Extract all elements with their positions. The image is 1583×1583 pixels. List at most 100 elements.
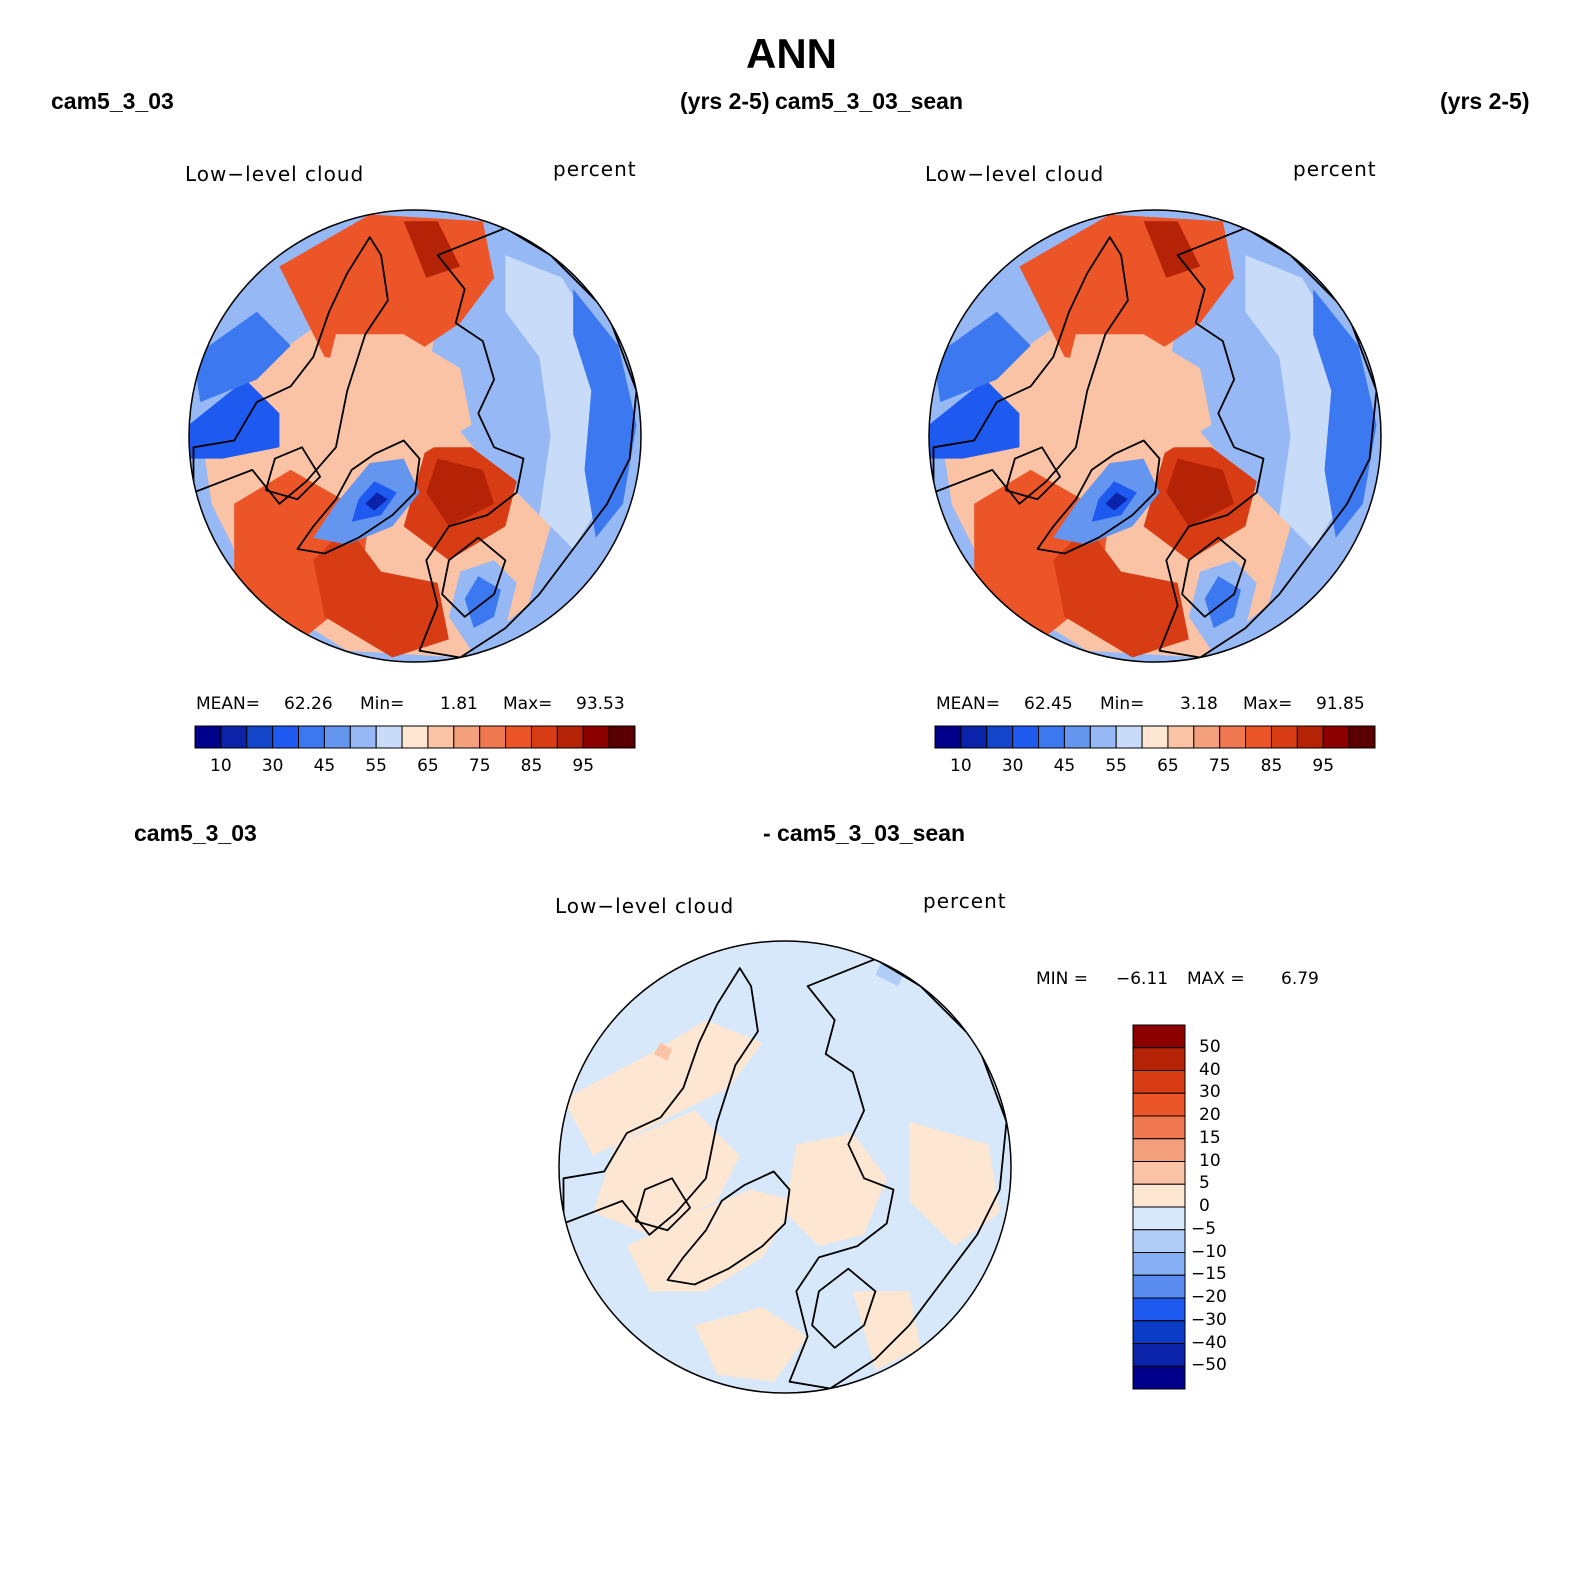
panel3-colorbar-tick-label: 10 — [1199, 1150, 1221, 1171]
panel3-colorbar-swatch-5 — [1132, 1138, 1186, 1162]
panel2-map-coastline-3 — [1004, 446, 1061, 501]
panel1-colorbar-swatch-13 — [530, 725, 558, 749]
panel3-colorbar-swatch-2 — [1132, 1070, 1186, 1094]
panel1-colorbar-tick-label: 95 — [572, 756, 595, 776]
panel2-colorbar-swatch-7 — [1115, 725, 1143, 749]
panel1-min-label: Min= — [360, 694, 405, 714]
bottom-left-case-label: cam5_3_03 — [134, 820, 257, 846]
panel2-colorbar-tick-label: 65 — [1157, 756, 1179, 776]
panel1-colorbar-swatch-3 — [272, 725, 300, 749]
panel1-colorbar-swatch-16 — [608, 725, 636, 749]
panel3-colorbar-tick-label: −50 — [1191, 1355, 1227, 1376]
panel1-colorbar-tick-label: 10 — [210, 756, 232, 776]
panel1-colorbar-swatch-1 — [220, 725, 248, 749]
panel2-min-label: Min= — [1100, 694, 1145, 714]
panel3-title: Low−level cloud — [555, 894, 735, 918]
panel1-colorbar-swatch-0 — [194, 725, 222, 749]
panel3-map-coastline-1 — [562, 967, 759, 1236]
panel3-map-border — [558, 940, 1012, 1394]
panel3-colorbar-tick-label: 50 — [1199, 1036, 1221, 1057]
panel1-map-group — [188, 209, 642, 663]
panel3-colorbar-tick-label: −30 — [1191, 1309, 1227, 1330]
panel2-map-field-11 — [1105, 492, 1128, 511]
panel3-colorbar-tick-label: −20 — [1191, 1287, 1227, 1307]
panel3-colorbar-swatch-0 — [1132, 1024, 1186, 1049]
panel1-title: Low−level cloud — [185, 162, 365, 186]
panel2-map-field-5 — [1053, 526, 1189, 658]
panel3-min-label: MIN = — [1036, 969, 1089, 989]
panel2-colorbar-tick-label: 45 — [1053, 756, 1076, 776]
panel2-colorbar-swatch-13 — [1270, 725, 1298, 749]
panel3-colorbar-tick-label: −5 — [1191, 1218, 1217, 1239]
panel1-map-border — [188, 209, 642, 663]
panel2-colorbar-tick-label: 55 — [1105, 756, 1127, 776]
panel2-colorbar-swatch-14 — [1296, 725, 1324, 749]
top-left-case-label: cam5_3_03 — [51, 88, 174, 114]
figure-title: ANN — [746, 30, 837, 77]
panel2-map-coastline-0 — [1036, 439, 1161, 555]
panel3-colorbar-swatch-10 — [1132, 1252, 1186, 1276]
panel3-map-field-9 — [653, 1042, 672, 1061]
panel3-colorbar-tick-label: −40 — [1191, 1332, 1227, 1353]
panel1-colorbar-tick-label: 30 — [261, 756, 284, 776]
panel1-colorbar-swatch-15 — [582, 725, 610, 749]
panel2-colorbar-swatch-0 — [934, 725, 962, 749]
panel1-max-label: Max= — [503, 694, 553, 714]
panel1-colorbar-tick-label: 85 — [520, 756, 543, 776]
panel1-colorbar-swatch-12 — [505, 725, 532, 749]
panel2-min-value: 3.18 — [1180, 694, 1218, 714]
panel2-colorbar-swatch-9 — [1167, 725, 1195, 749]
panel1-colorbar-swatch-14 — [556, 725, 584, 749]
panel3-colorbar-swatch-12 — [1132, 1297, 1186, 1322]
panel2-mean-value: 62.45 — [1024, 694, 1073, 714]
panel1-mean-label: MEAN= — [196, 694, 260, 714]
panel1-units: percent — [553, 157, 637, 181]
panel3-max-label: MAX = — [1187, 969, 1245, 989]
panel3-map-field-1 — [563, 1020, 763, 1156]
panel3-colorbar-tick-label: 40 — [1199, 1059, 1221, 1080]
panel1-map-field-5 — [313, 526, 449, 658]
panel1-mean-value: 62.26 — [284, 694, 333, 714]
panel1-map-field-7 — [426, 458, 495, 527]
panel2-colorbar-tick-label: 95 — [1312, 756, 1335, 776]
panel2-colorbar-swatch-3 — [1012, 725, 1040, 749]
panel1-max-value: 93.53 — [576, 694, 625, 714]
panel3-colorbar-swatch-7 — [1132, 1183, 1186, 1208]
panel1-colorbar-swatch-5 — [323, 725, 351, 749]
panel3-map-field-6 — [694, 1307, 808, 1382]
top-left-years-label: (yrs 2-5) — [680, 88, 770, 114]
panel2-map-field-3 — [1143, 221, 1201, 278]
panel1-map-coastline-0 — [296, 439, 421, 555]
panel1-map-field-11 — [365, 492, 388, 511]
panel2-colorbar-swatch-8 — [1141, 725, 1169, 749]
panel2-colorbar-tick-label: 10 — [950, 756, 972, 776]
panel2-colorbar-tick-label: 85 — [1260, 756, 1283, 776]
panel1-map-field-3 — [403, 221, 461, 278]
panel3-colorbar-swatch-9 — [1132, 1229, 1186, 1253]
panel3-colorbar-swatch-13 — [1132, 1320, 1186, 1344]
panel2-colorbar-swatch-1 — [960, 725, 988, 749]
panel2-colorbar-swatch-12 — [1245, 725, 1272, 749]
panel3-map-field-2 — [592, 1110, 740, 1235]
panel2-colorbar-swatch-2 — [986, 725, 1014, 749]
panel2-colorbar-swatch-15 — [1322, 725, 1350, 749]
panel2-colorbar-swatch-4 — [1038, 725, 1065, 749]
panel3-colorbar-tick-label: −15 — [1191, 1264, 1227, 1285]
panel1-map-field-8 — [324, 334, 472, 459]
panel1-map-field-12 — [189, 379, 280, 459]
panel3-colorbar-tick-label: 30 — [1199, 1082, 1221, 1103]
panel2-colorbar-swatch-11 — [1219, 725, 1247, 749]
panel2-colorbar-swatch-5 — [1063, 725, 1091, 749]
panel3-colorbar-tick-label: −10 — [1191, 1241, 1227, 1262]
panel3-map-coastline-4 — [811, 1267, 877, 1349]
panel1-colorbar-swatch-11 — [479, 725, 507, 749]
panel3-map-coastline-3 — [634, 1177, 691, 1232]
panel2-colorbar-swatch-16 — [1348, 725, 1376, 749]
panel1-map-coastline-4 — [441, 536, 507, 618]
panel2-map-field-8 — [1064, 334, 1212, 459]
panel2-map-field-13 — [933, 311, 1031, 403]
panel3-colorbar-swatch-4 — [1132, 1115, 1186, 1140]
panel3-max-value: 6.79 — [1281, 969, 1319, 989]
panel3-map-coastline-0 — [666, 1170, 791, 1286]
